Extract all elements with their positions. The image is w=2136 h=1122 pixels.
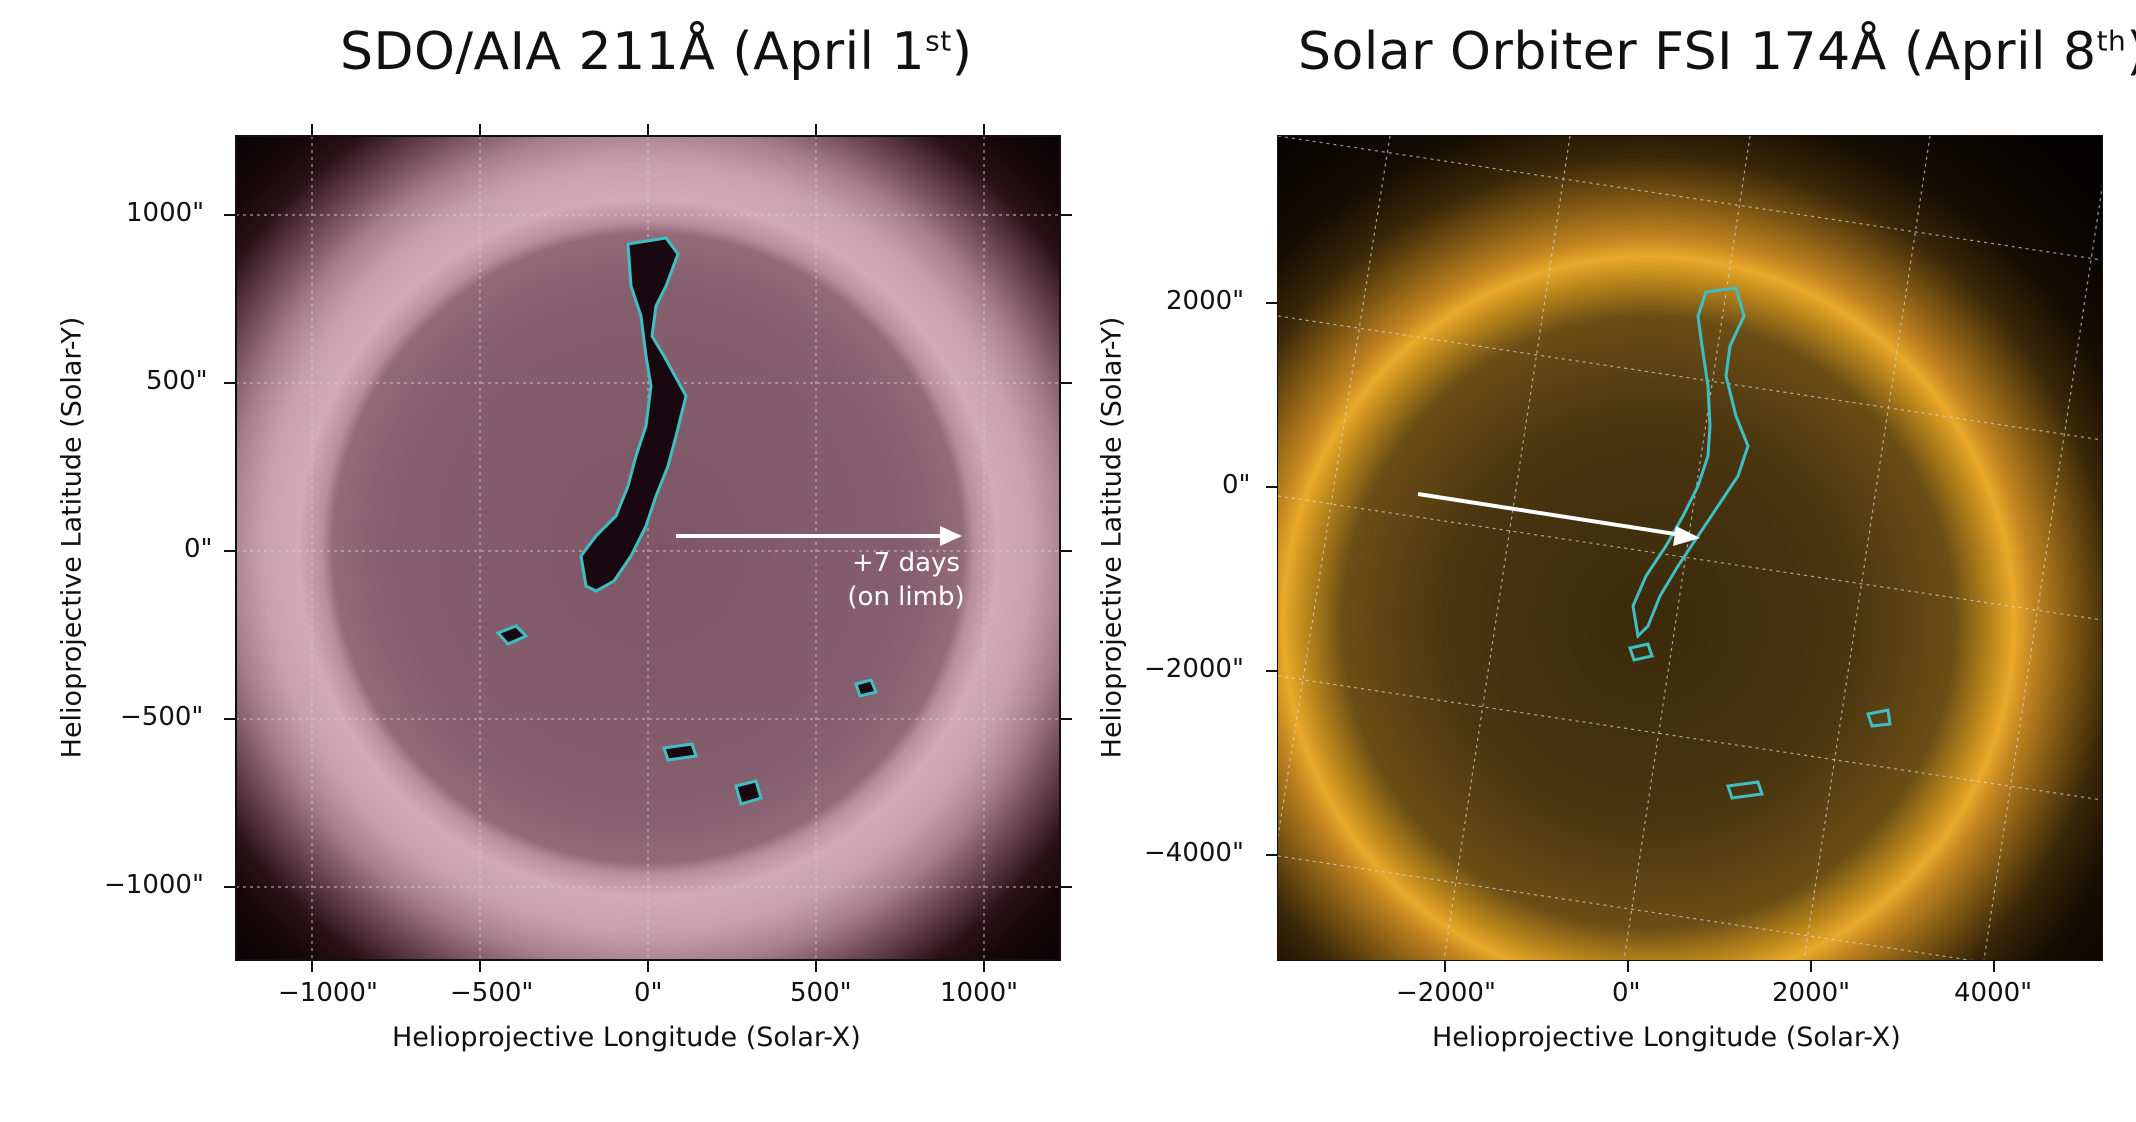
coronal-hole-region [579, 236, 688, 593]
left-x-tick: 1000" [940, 978, 1019, 1008]
left-x-tick: 0" [634, 978, 663, 1008]
arrow-head-icon [940, 526, 962, 546]
left-y-tick: 0" [184, 534, 213, 564]
solar-orbiter-fsi-sun-image [1278, 136, 2102, 960]
sdo-aia-sun-image: +7 days (on limb) [236, 136, 1060, 960]
right-y-tick: −4000" [1144, 838, 1244, 868]
right-y-axis-label: Helioprojective Latitude (Solar-Y) [1096, 316, 1128, 759]
right-grid [1278, 136, 2102, 960]
left-y-tick: 1000" [126, 198, 205, 228]
left-axes-frame [235, 135, 1061, 961]
left-x-tick: 500" [790, 978, 852, 1008]
right-y-tick: 2000" [1166, 286, 1245, 316]
coronal-hole-patch [1628, 642, 1654, 662]
left-y-tick: −1000" [104, 870, 204, 900]
left-y-axis-label: Helioprojective Latitude (Solar-Y) [56, 316, 88, 759]
left-x-tick: −1000" [278, 978, 378, 1008]
coronal-hole-patch [495, 624, 529, 646]
left-y-tick: −500" [120, 702, 204, 732]
coronal-hole-patch [1726, 780, 1764, 800]
right-y-tick: −2000" [1144, 654, 1244, 684]
right-x-tick: −2000" [1396, 978, 1496, 1008]
left-y-tick: 500" [146, 366, 208, 396]
right-x-tick: 2000" [1772, 978, 1851, 1008]
arrow-annotation: +7 days (on limb) [836, 546, 976, 614]
left-x-tick: −500" [450, 978, 534, 1008]
right-image-overlay [1278, 136, 2102, 960]
right-x-tick: 0" [1612, 978, 1641, 1008]
coronal-hole-patch [1866, 708, 1892, 728]
arrow-head-icon [1673, 526, 1700, 546]
coronal-hole-contour [1631, 286, 1750, 640]
right-y-tick: 0" [1222, 470, 1251, 500]
right-panel-title: Solar Orbiter FSI 174Å (April 8th) [1298, 22, 2136, 82]
coronal-hole-patch [734, 779, 763, 806]
right-x-axis-label: Helioprojective Longitude (Solar-X) [1432, 1022, 1901, 1053]
annotation-line-1: +7 days [852, 548, 960, 578]
left-image-overlay [236, 136, 1060, 960]
right-x-tick: 4000" [1954, 978, 2033, 1008]
annotation-line-2: (on limb) [847, 582, 965, 612]
propagation-arrow [1417, 492, 1689, 538]
left-x-axis-label: Helioprojective Longitude (Solar-X) [392, 1022, 861, 1053]
left-grid [236, 136, 1060, 960]
coronal-hole-patch [854, 678, 879, 698]
left-panel-title: SDO/AIA 211Å (April 1st) [340, 22, 973, 82]
coronal-hole-patch [662, 742, 698, 762]
